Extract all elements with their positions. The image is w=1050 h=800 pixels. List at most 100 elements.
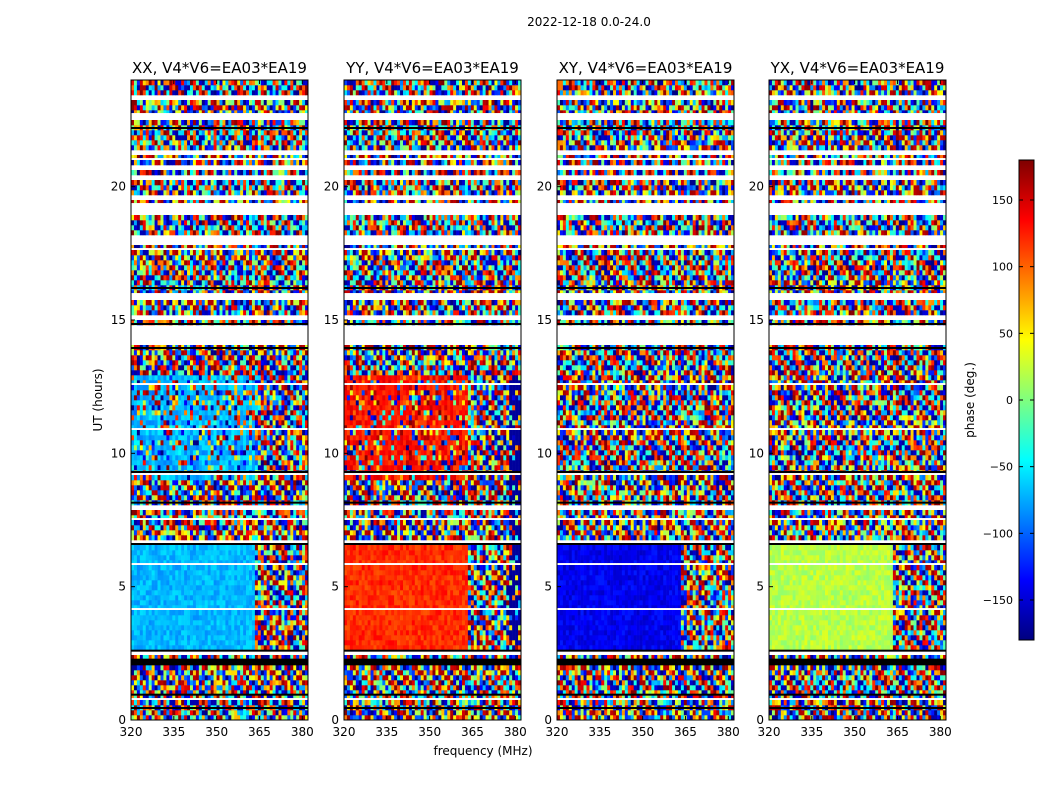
x-tick-label: 365 <box>886 725 909 739</box>
panel-yy: YY, V4*V6=EA03*EA19 320 335 350 365 380 0 5 10 15… <box>324 59 527 739</box>
scan-boundary-line <box>131 127 308 129</box>
scan-boundary-line <box>557 650 734 652</box>
scan-boundary-line <box>769 127 946 129</box>
scan-boundary-line <box>131 707 308 709</box>
y-tick-label: 5 <box>331 580 339 594</box>
panel-title: XY, V4*V6=EA03*EA19 <box>559 59 733 77</box>
scan-boundary-line <box>131 347 308 349</box>
x-tick-label: 380 <box>717 725 740 739</box>
scan-boundary-line <box>344 543 521 545</box>
scan-boundary-line <box>769 323 946 325</box>
scan-boundary-line <box>344 287 521 289</box>
panel-yx: YX, V4*V6=EA03*EA19 320 335 350 365 380 0 5 10 15… <box>749 59 952 739</box>
colorbar-tick-label: −50 <box>990 461 1013 474</box>
scan-boundary-line <box>344 323 521 325</box>
colorbar-tick-label: 0 <box>1006 394 1013 407</box>
y-tick-label: 0 <box>756 713 764 727</box>
colorbar: phase (deg.) −150 −100 −50 0 50 100 150 <box>963 160 1034 640</box>
scan-boundary-line <box>131 471 308 473</box>
flagged-black-band <box>131 659 308 666</box>
y-tick-label: 15 <box>324 313 339 327</box>
scan-boundary-line <box>769 347 946 349</box>
heatmap-panels: XX, V4*V6=EA03*EA19 320 335 350 365 380 0 5 10 15… <box>111 59 952 739</box>
flagged-black-band <box>769 659 946 666</box>
scan-boundary-line <box>557 127 734 129</box>
colorbar-tick-label: 150 <box>992 194 1013 207</box>
colorbar-tick-label: −100 <box>983 527 1013 540</box>
scan-boundary-line <box>557 694 734 696</box>
scan-boundary-line <box>344 650 521 652</box>
panel-title: XX, V4*V6=EA03*EA19 <box>132 59 307 77</box>
colorbar-label: phase (deg.) <box>963 362 977 438</box>
y-tick-label: 20 <box>537 180 552 194</box>
y-tick-label: 5 <box>544 580 552 594</box>
colorbar-tick-label: 100 <box>992 261 1013 274</box>
y-tick-label: 5 <box>756 580 764 594</box>
x-tick-label: 350 <box>205 725 228 739</box>
scan-boundary-line <box>131 694 308 696</box>
scan-boundary-line <box>344 471 521 473</box>
y-tick-label: 20 <box>324 180 339 194</box>
scan-boundary-line <box>769 471 946 473</box>
x-tick-label: 380 <box>929 725 952 739</box>
panel-title: YX, V4*V6=EA03*EA19 <box>770 59 945 77</box>
y-tick-label: 10 <box>324 446 339 460</box>
x-tick-label: 365 <box>248 725 271 739</box>
panel-title: YY, V4*V6=EA03*EA19 <box>345 59 519 77</box>
x-tick-label: 350 <box>631 725 654 739</box>
scan-boundary-line <box>557 707 734 709</box>
x-tick-label: 320 <box>120 725 143 739</box>
scan-boundary-line <box>344 502 521 504</box>
x-tick-label: 335 <box>588 725 611 739</box>
scan-boundary-line <box>769 502 946 504</box>
flagged-black-band <box>344 659 521 666</box>
scan-boundary-line <box>557 543 734 545</box>
x-tick-label: 350 <box>418 725 441 739</box>
y-tick-label: 20 <box>111 180 126 194</box>
y-tick-label: 10 <box>749 446 764 460</box>
scan-boundary-line <box>557 347 734 349</box>
x-tick-label: 320 <box>758 725 781 739</box>
x-tick-label: 335 <box>162 725 185 739</box>
scan-boundary-line <box>769 650 946 652</box>
scan-boundary-line <box>131 650 308 652</box>
x-tick-label: 335 <box>375 725 398 739</box>
x-tick-label: 320 <box>546 725 569 739</box>
scan-boundary-line <box>344 707 521 709</box>
scan-boundary-line <box>769 287 946 289</box>
scan-boundary-line <box>557 323 734 325</box>
y-tick-label: 0 <box>544 713 552 727</box>
x-tick-label: 350 <box>843 725 866 739</box>
scan-boundary-line <box>131 323 308 325</box>
scan-boundary-line <box>769 707 946 709</box>
x-axis-label: frequency (MHz) <box>433 744 532 758</box>
y-tick-label: 0 <box>118 713 126 727</box>
colorbar-tick-label: −150 <box>983 594 1013 607</box>
scan-boundary-line <box>769 543 946 545</box>
y-axis-label: UT (hours) <box>91 368 105 431</box>
figure-suptitle: 2022-12-18 0.0-24.0 <box>527 15 651 29</box>
scan-boundary-line <box>131 543 308 545</box>
scan-boundary-line <box>769 694 946 696</box>
y-tick-label: 10 <box>537 446 552 460</box>
scan-boundary-line <box>557 502 734 504</box>
x-tick-label: 365 <box>674 725 697 739</box>
colorbar-tick-label: 50 <box>999 327 1013 340</box>
y-tick-label: 0 <box>331 713 339 727</box>
scan-boundary-line <box>344 694 521 696</box>
scan-boundary-line <box>131 502 308 504</box>
scan-boundary-line <box>344 347 521 349</box>
flagged-black-band <box>557 659 734 666</box>
x-tick-label: 365 <box>461 725 484 739</box>
x-tick-label: 335 <box>800 725 823 739</box>
scan-boundary-line <box>557 287 734 289</box>
x-tick-label: 380 <box>504 725 527 739</box>
x-tick-label: 380 <box>291 725 314 739</box>
scan-boundary-line <box>131 287 308 289</box>
y-tick-label: 15 <box>749 313 764 327</box>
y-tick-label: 15 <box>111 313 126 327</box>
x-tick-label: 320 <box>333 725 356 739</box>
